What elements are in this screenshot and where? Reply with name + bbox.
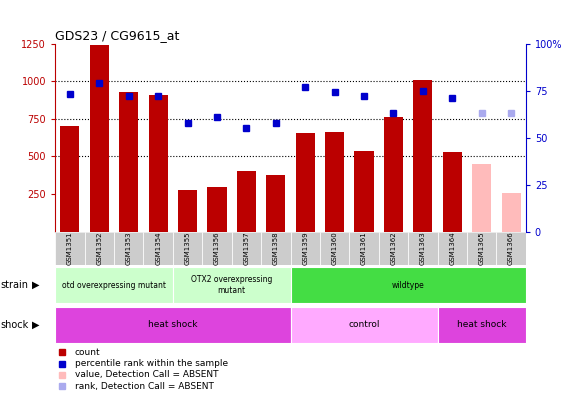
Text: GSM1357: GSM1357 <box>243 232 249 265</box>
Text: rank, Detection Call = ABSENT: rank, Detection Call = ABSENT <box>75 382 214 391</box>
Text: GDS23 / CG9615_at: GDS23 / CG9615_at <box>55 29 180 42</box>
Bar <box>467 232 496 265</box>
Bar <box>437 307 526 343</box>
Bar <box>354 151 374 232</box>
Bar <box>178 190 197 232</box>
Text: GSM1360: GSM1360 <box>332 232 338 265</box>
Text: count: count <box>75 348 101 357</box>
Bar <box>325 132 344 232</box>
Text: GSM1354: GSM1354 <box>155 232 161 265</box>
Text: GSM1363: GSM1363 <box>420 232 426 265</box>
Bar <box>55 307 290 343</box>
Bar <box>496 232 526 265</box>
Text: percentile rank within the sample: percentile rank within the sample <box>75 359 228 368</box>
Bar <box>443 152 462 232</box>
Bar <box>149 95 168 232</box>
Bar <box>85 232 114 265</box>
Bar <box>60 126 80 232</box>
Bar <box>114 232 144 265</box>
Text: heat shock: heat shock <box>148 320 198 329</box>
Text: ▶: ▶ <box>32 320 40 330</box>
Bar <box>408 232 437 265</box>
Text: GSM1352: GSM1352 <box>96 232 102 265</box>
Text: value, Detection Call = ABSENT: value, Detection Call = ABSENT <box>75 371 218 379</box>
Text: GSM1359: GSM1359 <box>302 232 308 265</box>
Bar <box>320 232 349 265</box>
Bar <box>384 117 403 232</box>
Bar <box>379 232 408 265</box>
Bar <box>437 232 467 265</box>
Text: OTX2 overexpressing
mutant: OTX2 overexpressing mutant <box>191 276 272 295</box>
Bar <box>237 171 256 232</box>
Bar <box>290 232 320 265</box>
Text: GSM1366: GSM1366 <box>508 232 514 265</box>
Bar <box>413 80 432 232</box>
Bar <box>173 232 202 265</box>
Bar <box>290 267 526 303</box>
Text: otd overexpressing mutant: otd overexpressing mutant <box>62 281 166 289</box>
Text: GSM1356: GSM1356 <box>214 232 220 265</box>
Text: GSM1364: GSM1364 <box>449 232 456 265</box>
Text: GSM1351: GSM1351 <box>67 232 73 265</box>
Bar <box>207 187 227 232</box>
Bar <box>232 232 261 265</box>
Text: GSM1362: GSM1362 <box>390 232 396 265</box>
Bar <box>296 133 315 232</box>
Text: wildtype: wildtype <box>392 281 425 289</box>
Bar <box>55 232 85 265</box>
Text: strain: strain <box>1 280 28 290</box>
Bar <box>89 45 109 232</box>
Bar <box>173 267 290 303</box>
Bar <box>202 232 232 265</box>
Text: GSM1365: GSM1365 <box>479 232 485 265</box>
Text: shock: shock <box>1 320 29 330</box>
Bar <box>119 92 138 232</box>
Text: GSM1358: GSM1358 <box>273 232 279 265</box>
Bar <box>349 232 379 265</box>
Text: GSM1361: GSM1361 <box>361 232 367 265</box>
Bar <box>55 267 173 303</box>
Text: heat shock: heat shock <box>457 320 507 329</box>
Bar <box>501 192 521 232</box>
Bar <box>144 232 173 265</box>
Text: ▶: ▶ <box>32 280 40 290</box>
Bar <box>261 232 290 265</box>
Text: GSM1355: GSM1355 <box>185 232 191 265</box>
Text: GSM1353: GSM1353 <box>125 232 132 265</box>
Bar <box>266 175 285 232</box>
Text: control: control <box>348 320 380 329</box>
Bar <box>472 164 492 232</box>
Bar <box>290 307 437 343</box>
